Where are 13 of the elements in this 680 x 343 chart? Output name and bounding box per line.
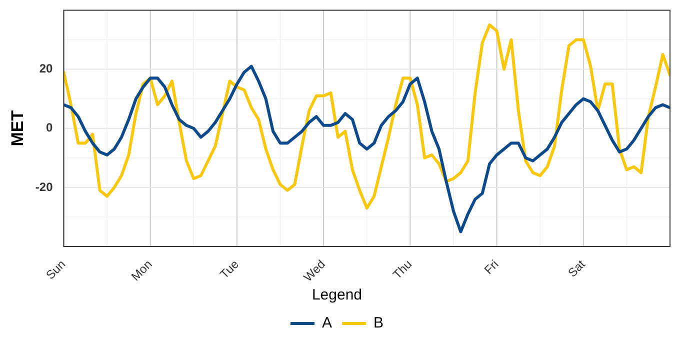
x-tick-label: Tue xyxy=(217,256,242,282)
y-tick-label: -20 xyxy=(35,180,54,194)
y-tick-label: 20 xyxy=(39,62,54,76)
x-tick-label: Sun xyxy=(43,257,68,282)
x-tick-label: Sat xyxy=(565,256,588,280)
x-tick-label: Mon xyxy=(128,257,155,284)
legend-label: A xyxy=(322,314,332,332)
y-tick-label: 0 xyxy=(46,120,54,135)
legend-title: Legend xyxy=(312,286,362,304)
x-tick-label: Thu xyxy=(390,257,415,282)
legend-label: B xyxy=(374,314,384,332)
x-tick-label: Fri xyxy=(481,257,502,277)
y-axis-title: MET xyxy=(8,110,27,146)
